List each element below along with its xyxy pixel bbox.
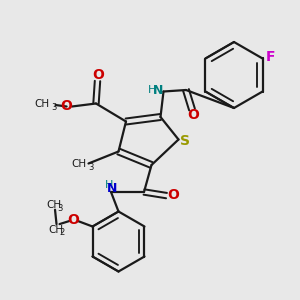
- Text: O: O: [188, 108, 200, 122]
- Text: 2: 2: [59, 228, 64, 237]
- Text: CH: CH: [47, 200, 62, 210]
- Text: O: O: [67, 213, 79, 226]
- Text: 3: 3: [58, 204, 63, 213]
- Text: S: S: [180, 134, 190, 148]
- Text: 3: 3: [51, 103, 57, 112]
- Text: N: N: [153, 83, 163, 97]
- Text: O: O: [60, 99, 72, 113]
- Text: H: H: [148, 85, 156, 95]
- Text: CH: CH: [48, 225, 64, 235]
- Text: CH: CH: [71, 159, 86, 169]
- Text: H: H: [105, 180, 114, 190]
- Text: F: F: [265, 50, 275, 64]
- Text: N: N: [107, 182, 118, 196]
- Text: CH: CH: [34, 99, 50, 110]
- Text: 3: 3: [88, 163, 93, 172]
- Text: O: O: [92, 68, 104, 82]
- Text: O: O: [167, 188, 179, 202]
